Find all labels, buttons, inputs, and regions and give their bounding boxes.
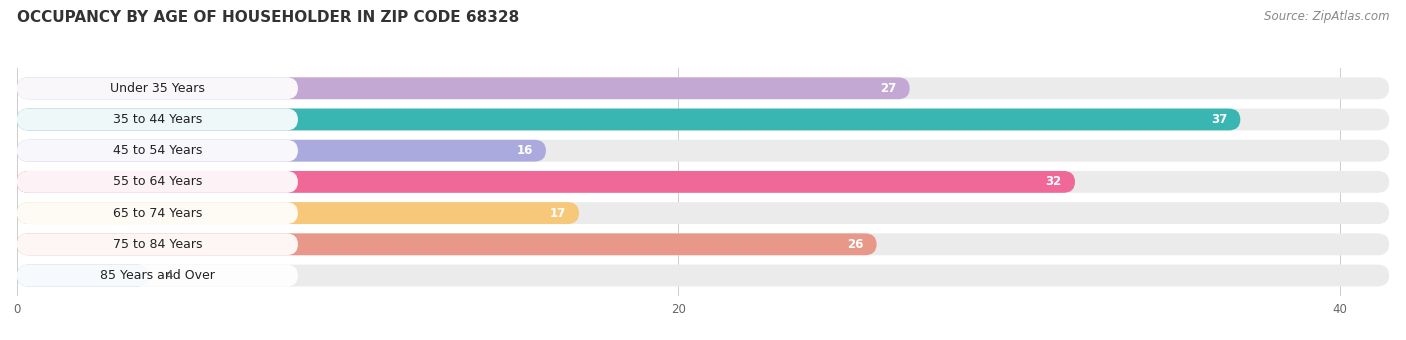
FancyBboxPatch shape (17, 78, 298, 99)
Text: 75 to 84 Years: 75 to 84 Years (112, 238, 202, 251)
FancyBboxPatch shape (17, 171, 1389, 193)
FancyBboxPatch shape (17, 140, 546, 161)
FancyBboxPatch shape (17, 265, 298, 286)
FancyBboxPatch shape (17, 140, 298, 161)
FancyBboxPatch shape (17, 171, 298, 193)
Text: 37: 37 (1211, 113, 1227, 126)
FancyBboxPatch shape (17, 265, 1389, 286)
FancyBboxPatch shape (17, 202, 1389, 224)
Text: 16: 16 (516, 144, 533, 157)
FancyBboxPatch shape (17, 233, 876, 255)
Text: Under 35 Years: Under 35 Years (110, 82, 205, 95)
Text: 85 Years and Over: 85 Years and Over (100, 269, 215, 282)
Text: OCCUPANCY BY AGE OF HOUSEHOLDER IN ZIP CODE 68328: OCCUPANCY BY AGE OF HOUSEHOLDER IN ZIP C… (17, 10, 519, 25)
FancyBboxPatch shape (17, 140, 1389, 161)
Text: 27: 27 (880, 82, 897, 95)
FancyBboxPatch shape (17, 233, 1389, 255)
Text: 35 to 44 Years: 35 to 44 Years (112, 113, 202, 126)
Text: 26: 26 (846, 238, 863, 251)
Text: Source: ZipAtlas.com: Source: ZipAtlas.com (1264, 10, 1389, 23)
Text: 4: 4 (166, 269, 173, 282)
FancyBboxPatch shape (17, 171, 1076, 193)
FancyBboxPatch shape (17, 108, 298, 131)
Text: 45 to 54 Years: 45 to 54 Years (112, 144, 202, 157)
FancyBboxPatch shape (17, 108, 1389, 131)
FancyBboxPatch shape (17, 202, 298, 224)
Text: 17: 17 (550, 207, 565, 220)
Text: 55 to 64 Years: 55 to 64 Years (112, 175, 202, 188)
FancyBboxPatch shape (17, 265, 149, 286)
Text: 65 to 74 Years: 65 to 74 Years (112, 207, 202, 220)
Text: 32: 32 (1046, 175, 1062, 188)
FancyBboxPatch shape (17, 233, 298, 255)
FancyBboxPatch shape (17, 78, 1389, 99)
FancyBboxPatch shape (17, 78, 910, 99)
FancyBboxPatch shape (17, 202, 579, 224)
FancyBboxPatch shape (17, 108, 1240, 131)
